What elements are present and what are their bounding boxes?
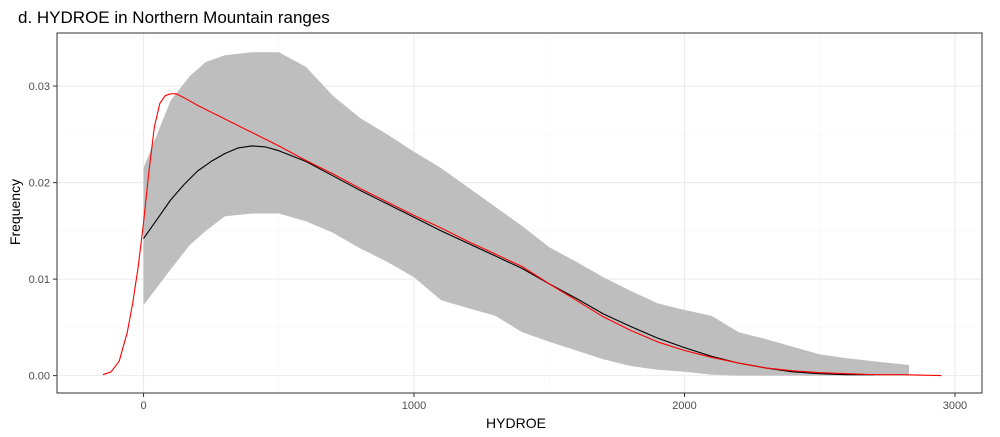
x-tick-label: 3000 — [943, 400, 967, 412]
band-layer — [143, 52, 909, 376]
y-tick-label: 0.03 — [29, 81, 50, 93]
panel-border — [56, 32, 983, 394]
x-axis: 0 1000 2000 3000 — [140, 393, 967, 412]
fitted-density-line — [102, 93, 942, 377]
y-tick-label: 0.01 — [29, 274, 50, 286]
series-layer — [102, 93, 942, 377]
y-axis-title: Frequency — [7, 179, 23, 245]
x-axis-title: HYDROE — [486, 415, 546, 431]
y-tick-label: 0.00 — [29, 371, 50, 383]
y-axis: 0.00 0.01 0.02 0.03 — [29, 81, 57, 383]
x-tick-label: 1000 — [402, 400, 426, 412]
x-tick-label: 0 — [140, 400, 146, 412]
confidence-band — [143, 52, 909, 376]
x-tick-label: 2000 — [672, 400, 696, 412]
chart-title: d. HYDROE in Northern Mountain ranges — [18, 8, 330, 27]
y-tick-label: 0.02 — [29, 178, 50, 190]
